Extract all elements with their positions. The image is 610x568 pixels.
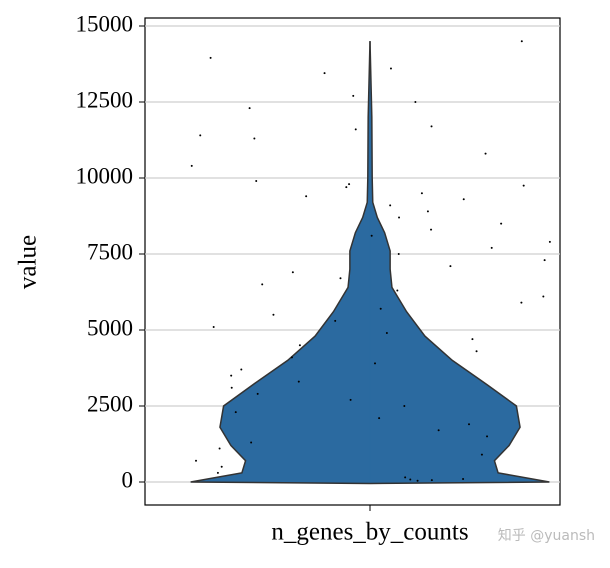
jitter-point bbox=[409, 478, 412, 481]
watermark: 知乎 @yuansh bbox=[498, 527, 595, 544]
jitter-point bbox=[220, 465, 223, 468]
y-tick-label: 7500 bbox=[87, 239, 133, 264]
y-tick-label: 0 bbox=[122, 467, 134, 492]
jitter-point bbox=[404, 476, 407, 479]
jitter-point bbox=[398, 216, 401, 219]
plot-frame bbox=[144, 17, 561, 506]
jitter-point bbox=[349, 398, 352, 401]
jitter-point bbox=[471, 338, 474, 341]
jitter-point bbox=[520, 40, 523, 43]
jitter-point bbox=[256, 392, 259, 395]
x-axis-label: n_genes_by_counts bbox=[271, 519, 468, 546]
jitter-point bbox=[334, 319, 337, 322]
jitter-point bbox=[255, 180, 258, 183]
jitter-point bbox=[230, 386, 233, 389]
jitter-point bbox=[389, 67, 392, 70]
jitter-point bbox=[397, 252, 400, 255]
jitter-point bbox=[190, 164, 193, 167]
violin-left bbox=[190, 41, 371, 484]
y-tick-label: 2500 bbox=[87, 391, 133, 416]
jitter-point bbox=[298, 344, 301, 347]
jitter-point bbox=[370, 234, 373, 237]
jitter-point bbox=[253, 137, 256, 140]
y-tick-label: 5000 bbox=[87, 315, 133, 340]
jitter-point bbox=[480, 453, 483, 456]
jitter-point bbox=[354, 128, 357, 131]
jitter-point bbox=[385, 332, 388, 335]
jitter-point bbox=[522, 184, 525, 187]
jitter-point bbox=[437, 429, 440, 432]
jitter-point bbox=[291, 271, 294, 274]
jitter-point bbox=[352, 94, 355, 97]
jitter-point bbox=[426, 210, 429, 213]
jitter-point bbox=[430, 125, 433, 128]
jitter-point bbox=[261, 283, 264, 286]
jitter-point bbox=[339, 277, 342, 280]
jitter-point bbox=[234, 411, 237, 414]
jitter-point bbox=[484, 152, 487, 155]
jitter-point bbox=[230, 374, 233, 377]
jitter-point bbox=[348, 183, 351, 186]
violin-outline bbox=[369, 41, 550, 485]
jitter-point bbox=[420, 192, 423, 195]
jitter-point bbox=[414, 100, 417, 103]
jitter-point bbox=[462, 477, 465, 480]
jitter-point bbox=[250, 441, 253, 444]
jitter-point bbox=[430, 228, 433, 231]
jitter-point bbox=[396, 289, 399, 292]
jitter-point bbox=[323, 72, 326, 75]
violin-outline bbox=[190, 41, 371, 485]
jitter-point bbox=[272, 313, 275, 316]
jitter-point bbox=[305, 195, 308, 198]
jitter-point bbox=[374, 362, 377, 365]
y-tick-label: 15000 bbox=[76, 11, 134, 36]
jitter-point bbox=[430, 479, 433, 482]
jitter-point bbox=[389, 204, 392, 207]
y-tick-label: 12500 bbox=[76, 87, 134, 112]
jitter-point bbox=[212, 325, 215, 328]
jitter-point bbox=[486, 435, 489, 438]
jitter-point bbox=[416, 479, 419, 482]
jitter-point bbox=[462, 198, 465, 201]
jitter-point bbox=[468, 423, 471, 426]
jitter-point bbox=[248, 107, 251, 110]
jitter-point bbox=[218, 447, 221, 450]
jitter-point bbox=[475, 350, 478, 353]
jitter-point bbox=[216, 471, 219, 474]
jitter-point bbox=[195, 459, 198, 462]
jitter-point bbox=[297, 380, 300, 383]
jitter-point bbox=[199, 134, 202, 137]
jitter-point bbox=[209, 56, 212, 59]
jitter-point bbox=[290, 356, 293, 359]
jitter-point bbox=[403, 404, 406, 407]
jitter-point bbox=[548, 240, 551, 243]
jitter-point bbox=[379, 307, 382, 310]
y-tick-label: 10000 bbox=[76, 163, 134, 188]
jitter-point bbox=[345, 186, 348, 189]
y-axis-label: value bbox=[15, 235, 42, 289]
jitter-point bbox=[543, 259, 546, 262]
jitter-point bbox=[520, 301, 523, 304]
jitter-point bbox=[449, 265, 452, 268]
jitter-point bbox=[490, 246, 493, 249]
violin-right bbox=[369, 41, 550, 484]
jitter-point bbox=[542, 295, 545, 298]
jitter-point bbox=[500, 222, 503, 225]
jitter-point bbox=[378, 417, 381, 420]
jitter-point bbox=[240, 368, 243, 371]
